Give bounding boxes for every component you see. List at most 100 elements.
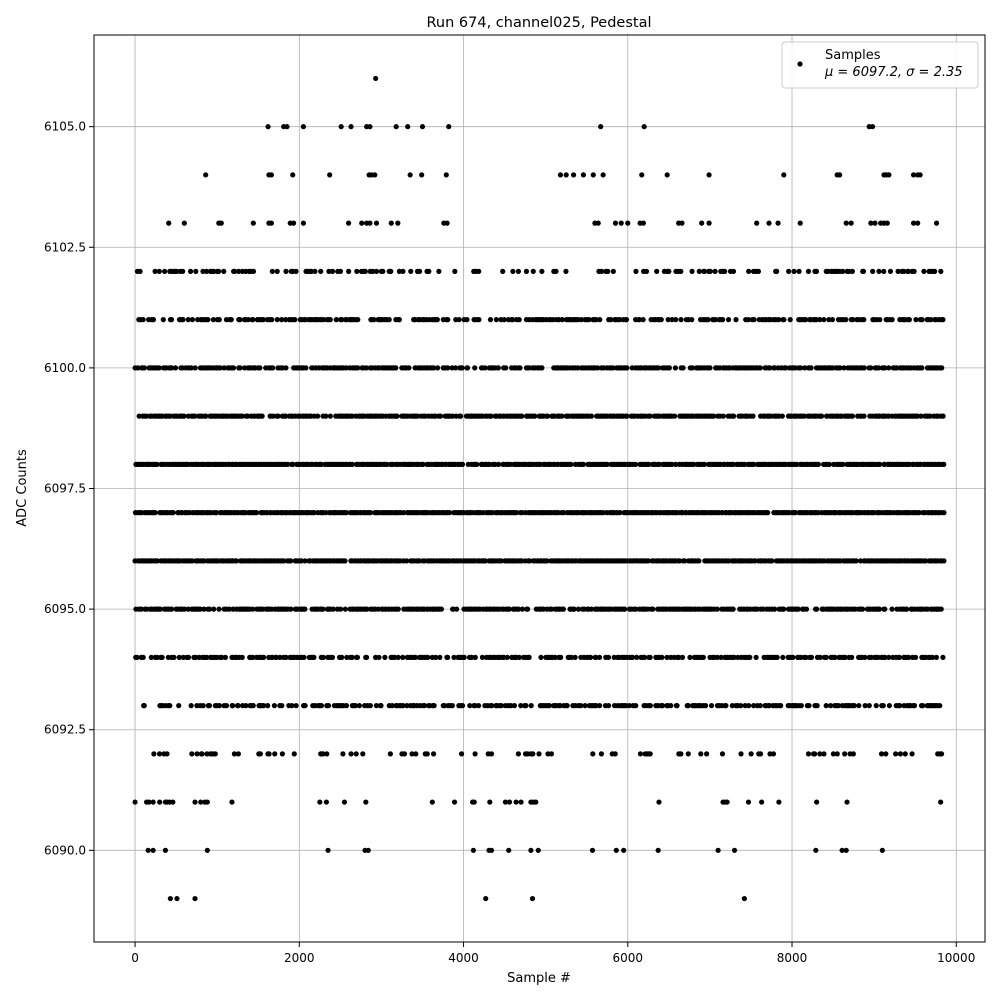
sample-point xyxy=(250,654,256,660)
sample-point xyxy=(664,654,670,660)
sample-point xyxy=(696,558,702,564)
sample-point xyxy=(513,799,519,805)
sample-point xyxy=(637,751,644,757)
sample-point xyxy=(568,461,574,467)
sample-point xyxy=(506,606,512,612)
sample-point xyxy=(472,654,478,660)
sample-point xyxy=(766,703,772,709)
sample-point xyxy=(725,317,732,323)
sample-point xyxy=(886,172,892,178)
sample-point xyxy=(235,751,241,757)
sample-point xyxy=(504,654,510,660)
sample-point xyxy=(851,703,857,709)
sample-point xyxy=(146,799,152,805)
sample-point xyxy=(376,654,382,660)
sample-point xyxy=(529,895,536,902)
sample-point xyxy=(868,365,874,371)
sample-point xyxy=(467,703,473,709)
sample-point xyxy=(757,703,763,709)
sample-point xyxy=(605,654,612,660)
sample-point xyxy=(471,799,477,805)
sample-point xyxy=(348,751,354,757)
sample-point xyxy=(676,654,682,660)
sample-point xyxy=(441,703,448,709)
sample-point xyxy=(767,365,773,371)
sample-point xyxy=(210,317,216,323)
sample-point xyxy=(887,268,894,274)
sample-point xyxy=(519,606,525,612)
sample-point xyxy=(617,510,623,516)
sample-point xyxy=(458,751,465,757)
sample-point xyxy=(356,703,363,709)
y-tick-label: 6105.0 xyxy=(44,120,86,134)
sample-point xyxy=(656,799,662,805)
sample-point xyxy=(300,124,307,130)
y-tick-label: 6097.5 xyxy=(44,482,86,496)
sample-point xyxy=(206,606,213,612)
sample-point xyxy=(680,365,686,371)
sample-point xyxy=(580,461,587,467)
sample-point xyxy=(388,220,394,226)
sample-point xyxy=(605,268,611,274)
sample-point xyxy=(261,654,267,660)
sample-point xyxy=(841,365,847,371)
sample-point xyxy=(937,703,943,709)
sample-point xyxy=(796,268,802,274)
sample-point xyxy=(216,317,222,323)
sample-point xyxy=(834,751,840,757)
sample-point xyxy=(745,799,752,805)
sample-point xyxy=(689,268,695,274)
sample-point xyxy=(487,799,493,805)
sample-point xyxy=(216,606,222,612)
sample-point xyxy=(443,172,449,178)
x-tick-label: 2000 xyxy=(284,951,315,965)
sample-point xyxy=(790,654,796,660)
sample-point xyxy=(919,317,925,323)
sample-point xyxy=(152,510,158,516)
sample-point xyxy=(401,751,408,757)
sample-point xyxy=(212,751,218,757)
sample-point xyxy=(724,799,730,805)
sample-point xyxy=(535,847,541,853)
sample-point xyxy=(806,703,812,709)
sample-point xyxy=(593,654,599,660)
sample-point xyxy=(483,895,489,902)
sample-point xyxy=(751,461,757,467)
sample-point xyxy=(327,317,333,323)
sample-point xyxy=(367,220,373,226)
sample-point xyxy=(850,317,856,323)
sample-point xyxy=(293,268,299,274)
sample-point xyxy=(337,268,344,274)
sample-point xyxy=(523,703,529,709)
sample-point xyxy=(312,268,318,274)
sample-point xyxy=(876,365,882,371)
sample-point xyxy=(461,654,467,660)
sample-point xyxy=(359,220,365,226)
sample-point xyxy=(269,268,275,274)
sample-point xyxy=(407,172,413,178)
sample-point xyxy=(655,847,661,853)
sample-point xyxy=(367,510,374,516)
sample-point xyxy=(689,365,696,371)
sample-point xyxy=(679,654,686,660)
sample-point xyxy=(916,510,922,516)
sample-point xyxy=(589,847,596,853)
sample-point xyxy=(204,799,210,805)
sample-point xyxy=(235,703,241,709)
sample-point xyxy=(458,413,464,419)
sample-point xyxy=(895,268,901,274)
sample-point xyxy=(770,751,777,757)
sample-point xyxy=(518,799,524,805)
sample-point xyxy=(464,317,470,323)
sample-point xyxy=(156,365,162,371)
sample-point xyxy=(757,751,764,757)
sample-point xyxy=(940,413,946,419)
sample-point xyxy=(613,847,619,853)
sample-point xyxy=(243,703,249,709)
sample-point xyxy=(154,461,160,467)
sample-point xyxy=(182,606,188,612)
sample-point xyxy=(746,703,752,709)
sample-point xyxy=(168,365,175,371)
sample-point xyxy=(640,317,646,323)
